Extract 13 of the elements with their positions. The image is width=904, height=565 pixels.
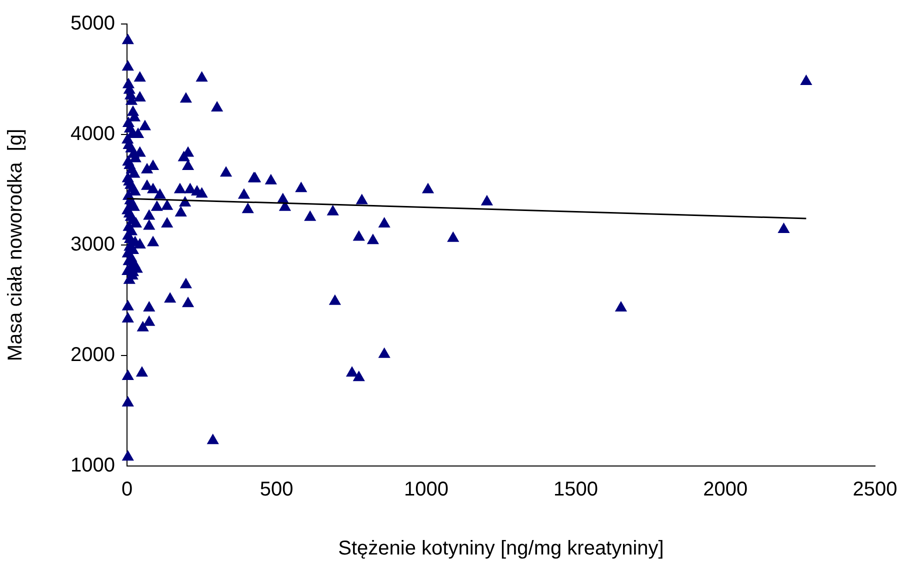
x-axis-title: Stężenie kotyniny [ng/mg kreatyniny] (338, 538, 664, 560)
y-tick-label: 4000 (70, 123, 115, 146)
x-tick-label: 1000 (404, 478, 448, 501)
y-tick-label: 2000 (70, 344, 115, 366)
x-tick-label: 500 (260, 478, 294, 501)
y-tick-label: 3000 (70, 234, 115, 256)
y-tick-label: 1000 (70, 454, 115, 477)
y-axis-title: Masa ciała noworodka [g] (4, 128, 27, 362)
x-tick-label: 2000 (703, 478, 748, 501)
x-tick-label: 1500 (554, 478, 598, 501)
y-tick-label: 5000 (70, 12, 115, 35)
x-tick-label: 2500 (852, 478, 898, 501)
x-tick-label: 0 (121, 478, 133, 501)
